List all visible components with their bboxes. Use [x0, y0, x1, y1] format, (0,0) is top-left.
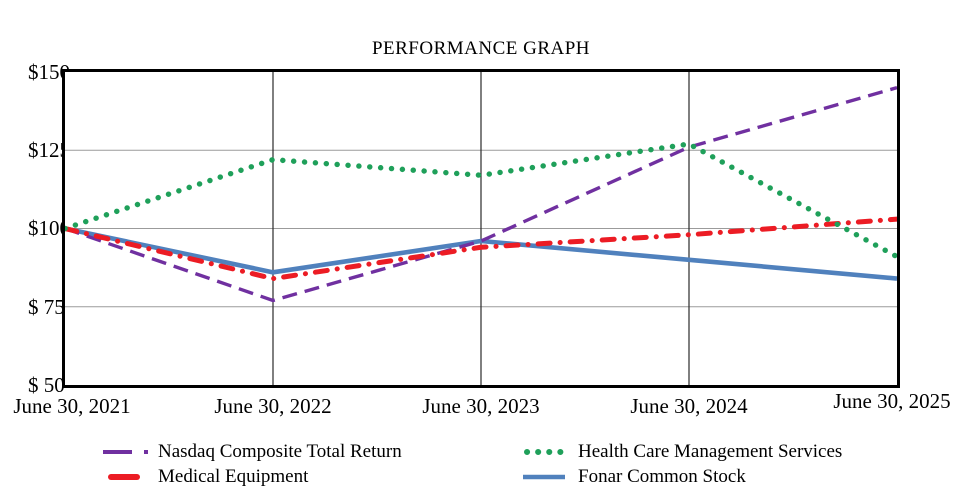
x-tick-label-2024: June 30, 2024: [630, 394, 748, 418]
legend: Nasdaq Composite Total Return Health Car…: [100, 440, 900, 489]
y-tick-label-75: $ 75: [28, 295, 65, 319]
x-tick-label-2022: June 30, 2022: [214, 394, 332, 418]
dash-dot-purple-line-swatch-icon: [100, 445, 152, 459]
legend-item-nasdaq-composite-total-return: Nasdaq Composite Total Return: [100, 440, 520, 464]
solid-blue-line-swatch-icon: [520, 470, 572, 484]
legend-label-health-care-management-services: Health Care Management Services: [578, 441, 843, 462]
series-line-medical-equipment: [65, 216, 897, 282]
chart-title: PERFORMANCE GRAPH: [371, 38, 591, 59]
dotted-green-line-swatch-icon: [520, 445, 572, 459]
x-tick-label-2025: June 30, 2025: [833, 389, 951, 413]
series-line-health-care-management-services: [65, 141, 897, 260]
legend-label-fonar-common-stock: Fonar Common Stock: [578, 466, 746, 487]
plot-svg: [65, 72, 897, 385]
thick-red-dash-swatch-icon: [100, 470, 152, 484]
legend-item-medical-equipment: Medical Equipment: [100, 465, 520, 489]
series-line-fonar-common-stock: [65, 226, 897, 281]
legend-label-medical-equipment: Medical Equipment: [158, 466, 309, 487]
legend-item-health-care-management-services: Health Care Management Services: [520, 440, 900, 464]
legend-item-fonar-common-stock: Fonar Common Stock: [520, 465, 900, 489]
plot-area: [62, 69, 900, 388]
y-tick-label-50: $ 50: [28, 373, 65, 397]
x-tick-label-2023: June 30, 2023: [422, 394, 540, 418]
legend-label-nasdaq-composite-total-return: Nasdaq Composite Total Return: [158, 441, 402, 462]
x-tick-label-2021: June 30, 2021: [13, 394, 131, 418]
series-line-nasdaq-composite-total-return: [65, 86, 897, 303]
